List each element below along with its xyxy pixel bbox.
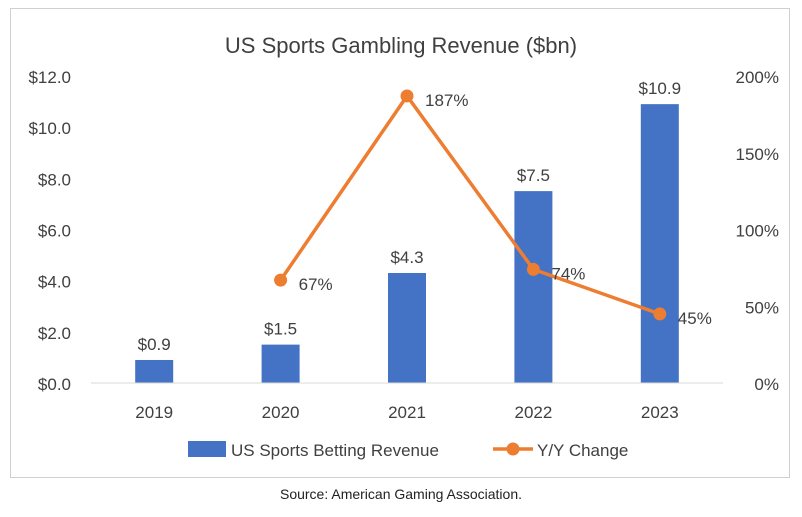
bar-revenue (640, 104, 679, 384)
line-yoy-change (279, 94, 661, 316)
x-tick-label: 2021 (388, 403, 426, 422)
line-data-label: 74% (551, 264, 585, 283)
bar-data-label: $0.9 (138, 335, 171, 354)
x-tick-label: 2020 (262, 403, 300, 422)
line-data-label: 45% (678, 309, 712, 328)
y-left-tick-label: $8.0 (38, 170, 71, 189)
y-right-tick-label: 100% (736, 222, 779, 241)
bar-revenue (135, 359, 174, 383)
y-left-tick-label: $12.0 (28, 68, 71, 87)
y-right-tick-label: 50% (745, 298, 779, 317)
line-point-yoy (526, 262, 540, 276)
legend-swatch-revenue (188, 441, 226, 457)
bar-data-label: $4.3 (390, 248, 423, 267)
line-point-yoy (274, 273, 288, 287)
legend-marker-yoy (506, 442, 520, 456)
bar-data-label: $1.5 (264, 320, 297, 339)
bar-data-label: $7.5 (517, 166, 550, 185)
line-point-yoy (653, 307, 667, 321)
y-left-tick-label: $2.0 (38, 324, 71, 343)
chart-title: US Sports Gambling Revenue ($bn) (225, 33, 577, 58)
y-left-tick-label: $4.0 (38, 273, 71, 292)
line-point-yoy (400, 89, 414, 103)
y-right-tick-label: 150% (736, 145, 779, 164)
bar-revenue (261, 344, 300, 383)
bar-revenue (514, 191, 553, 383)
y-left-tick-label: $10.0 (28, 119, 71, 138)
line-data-label: 187% (425, 91, 468, 110)
chart-svg: US Sports Gambling Revenue ($bn) $0.0 $2.0… (28, 33, 779, 460)
line-data-label: 67% (299, 275, 333, 294)
y-right-tick-label: 0% (754, 375, 779, 394)
legend-label-revenue: US Sports Betting Revenue (231, 441, 439, 460)
y-left-tick-label: $6.0 (38, 222, 71, 241)
bar-revenue (388, 272, 426, 383)
y-left-tick-label: $0.0 (38, 375, 71, 394)
source-caption: Source: American Gaming Association. (279, 486, 522, 502)
legend-label-yoy: Y/Y Change (537, 441, 628, 460)
bar-data-label: $10.9 (639, 79, 682, 98)
x-tick-label: 2023 (641, 403, 679, 422)
chart-frame: US Sports Gambling Revenue ($bn) $0.0 $2.0… (10, 8, 790, 478)
x-tick-label: 2019 (135, 403, 173, 422)
y-right-tick-label: 200% (736, 68, 779, 87)
x-tick-label: 2022 (514, 403, 552, 422)
